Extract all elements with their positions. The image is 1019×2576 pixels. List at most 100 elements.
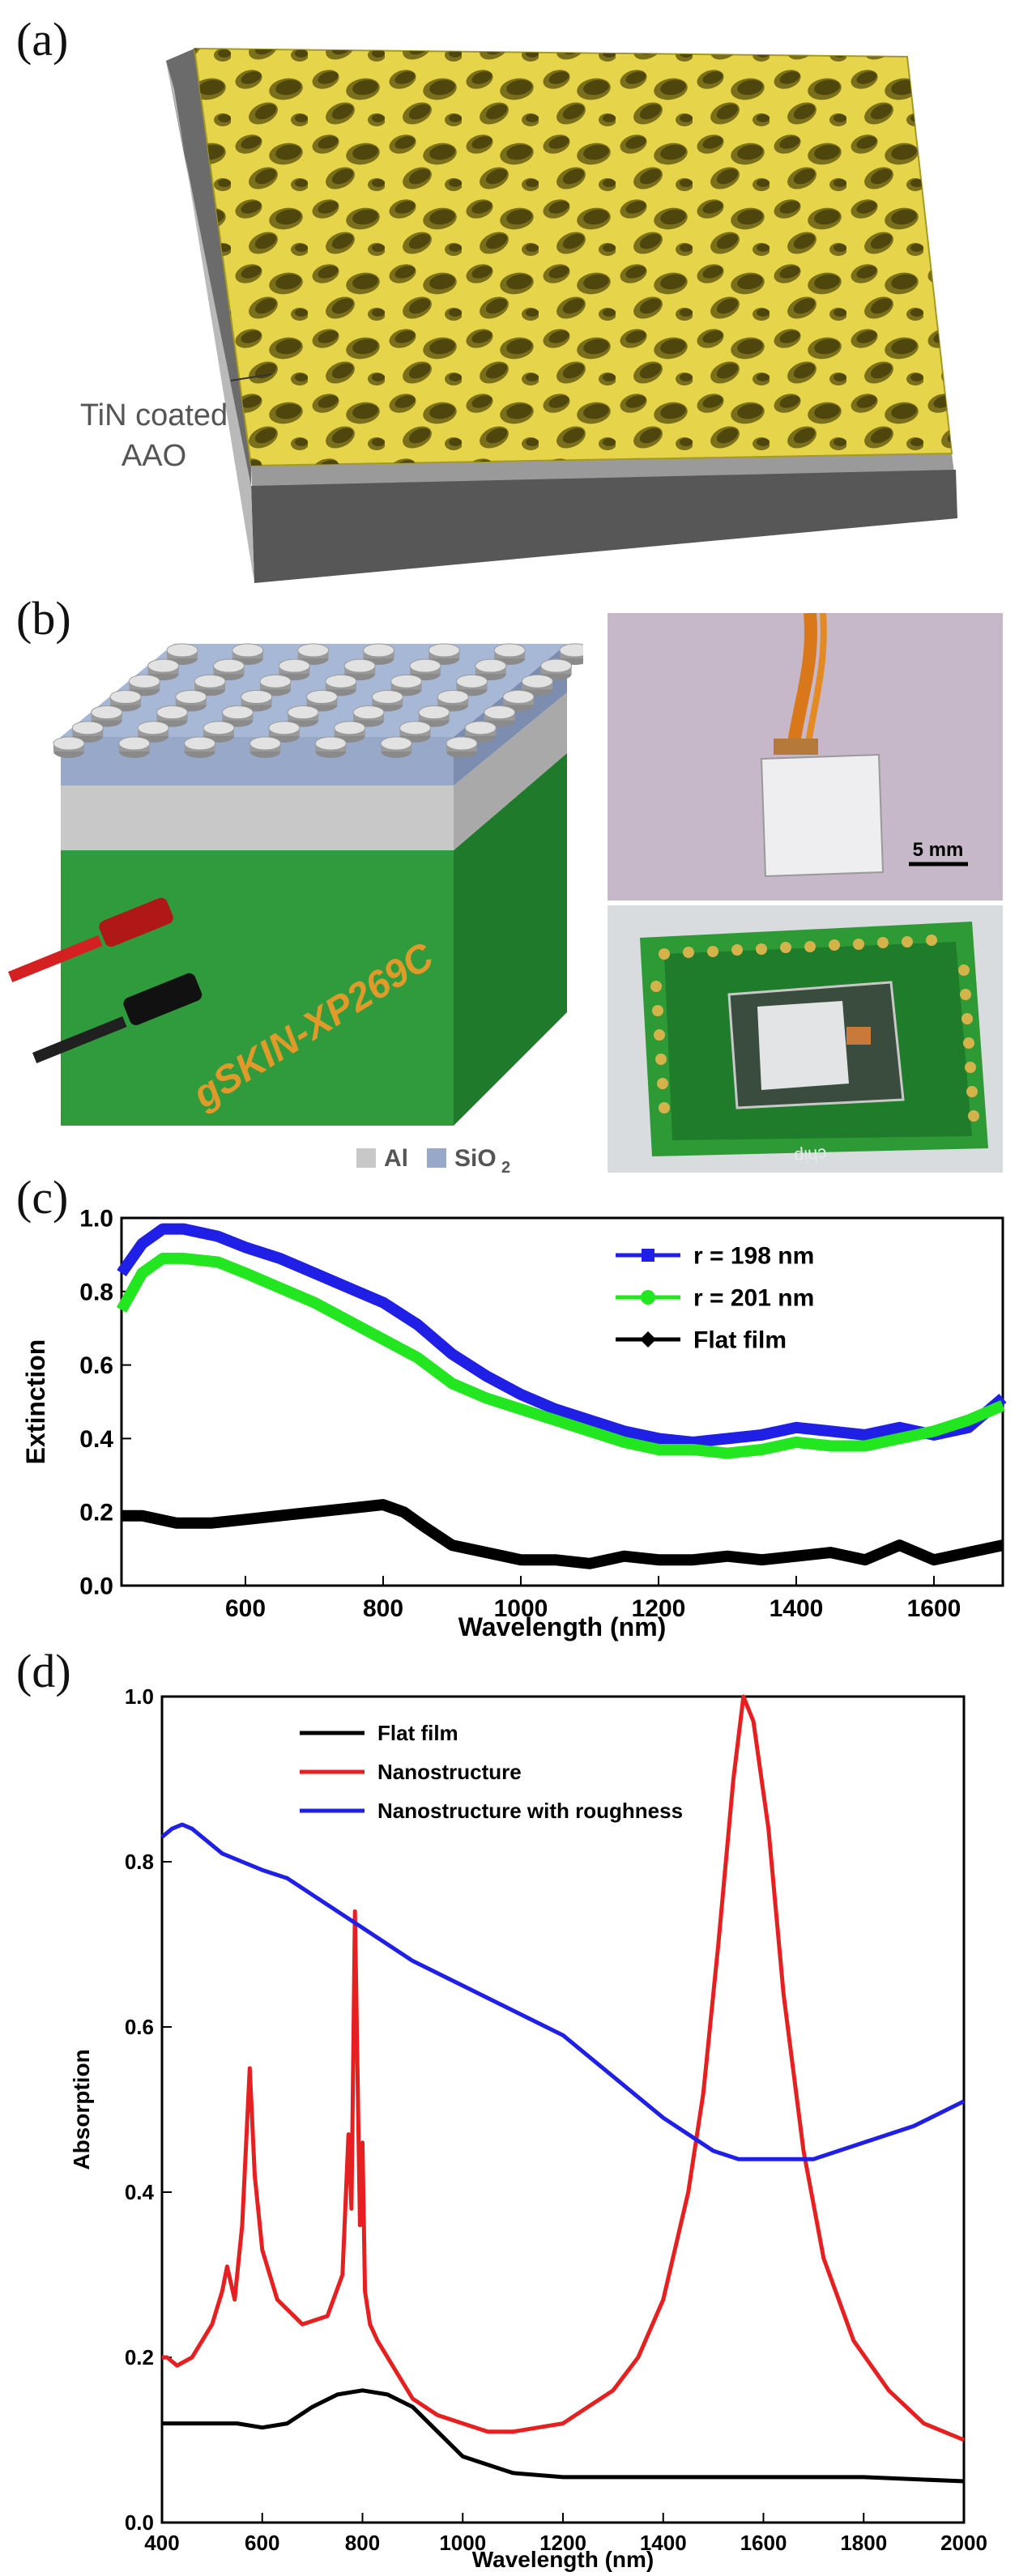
black-probe <box>32 973 203 1063</box>
extinction-chart: 600 800 1000 1200 1400 1600 0.0 0.2 0.4 0.6 0.8 1.0… <box>21 1206 1007 1641</box>
pillar-top <box>352 705 385 720</box>
pillar-top <box>175 690 207 704</box>
x-tick-label: 1800 <box>840 2531 887 2555</box>
legend-group: Flat film Nanostructure Nanostructure with… <box>300 1721 683 1823</box>
pillar-top <box>91 705 123 720</box>
pillar-top <box>437 690 469 704</box>
series-line-0 <box>162 2388 965 2484</box>
legend-label-1: Nanostructure <box>377 1760 522 1784</box>
pillar-top <box>418 705 450 720</box>
x-axis-label: Wavelength (nm) <box>458 1612 667 1641</box>
x-tick-label: 400 <box>144 2531 179 2555</box>
legend-marker <box>642 1249 654 1262</box>
red-probe <box>8 897 173 982</box>
legend-marker <box>641 1290 655 1305</box>
legend-label-2: Nanostructure with roughness <box>377 1799 683 1823</box>
pillar-array <box>53 643 583 758</box>
pillar-top <box>521 674 553 688</box>
x-tick-label: 1600 <box>740 2531 787 2555</box>
pillar-top <box>428 643 460 658</box>
legend-label-0: r = 198 nm <box>693 1243 814 1270</box>
pillar-top <box>118 736 151 751</box>
pillar-top <box>446 736 478 751</box>
y-tick-label: 0.2 <box>125 2345 154 2369</box>
pillar-top <box>334 721 366 735</box>
pillar-top <box>287 705 319 720</box>
series-line-0 <box>117 1223 1007 1448</box>
pillar-top <box>71 721 104 735</box>
pillar-top <box>128 674 160 688</box>
pillar-top <box>390 674 423 688</box>
legend-sio2: SiO <box>454 1145 497 1172</box>
y-tick-label: 0.6 <box>125 2015 154 2039</box>
y-tick-label: 0.2 <box>79 1500 113 1526</box>
pillar-top <box>194 674 226 688</box>
x-axis-label: Wavelength (nm) <box>472 2547 654 2572</box>
series-line-1 <box>116 1252 1005 1459</box>
x-tick-label: 1200 <box>539 2531 586 2555</box>
pillar-top <box>184 736 216 751</box>
pillar-top <box>297 643 330 658</box>
legend-label-0: Flat film <box>377 1721 458 1745</box>
x-tick-label: 1000 <box>494 1595 548 1622</box>
legend-label-1: r = 201 nm <box>693 1285 814 1312</box>
pillar-top <box>325 674 357 688</box>
al-swatch <box>356 1148 376 1168</box>
legend-marker <box>640 1331 656 1348</box>
pillar-top <box>278 658 310 673</box>
series-line-1 <box>162 1694 965 2442</box>
pillar-top <box>380 736 412 751</box>
absorption-chart: 400 600 800 1000 1200 1400 1600 1800 2000 0.0 0.2 0… <box>69 1684 987 2572</box>
pillar-top <box>493 643 526 658</box>
y-tick-label: 0.0 <box>79 1573 113 1600</box>
legend-sio2-sub: 2 <box>501 1159 510 1177</box>
pillar-top <box>363 643 394 658</box>
scale-bar-label: 5 mm <box>913 839 964 861</box>
pillar-top <box>203 721 235 735</box>
series-line-2 <box>160 1822 966 2161</box>
panel-d-letter: (d) <box>16 1645 71 1697</box>
x-tick-label: 800 <box>345 2531 380 2555</box>
pillar-top <box>137 721 169 735</box>
pillar-top <box>232 643 264 658</box>
y-tick-label: 0.0 <box>125 2510 154 2535</box>
ticks-group: 400 600 800 1000 1200 1400 1600 1800 2000 0.0 0.2 0… <box>125 1684 987 2555</box>
chip-text: chip <box>793 1144 827 1167</box>
x-tick-label: 2000 <box>940 2531 987 2555</box>
x-tick-label: 1400 <box>770 1595 824 1622</box>
pillar-top <box>502 690 535 704</box>
pillar-top <box>109 690 142 704</box>
device-schematic: gSKIN-XP269C Al SiO 2 <box>8 643 583 1177</box>
series-group <box>116 1223 1007 1569</box>
x-tick-label: 600 <box>245 2531 279 2555</box>
panel-a-letter: (a) <box>16 13 69 66</box>
y-tick-label: 1.0 <box>125 1684 154 1709</box>
pillar-top <box>249 736 281 751</box>
pillar-top <box>343 658 376 673</box>
pillar-top <box>464 721 497 735</box>
x-tick-label: 1400 <box>640 2531 687 2555</box>
series-group <box>160 1694 966 2484</box>
x-tick-label: 1600 <box>907 1595 961 1622</box>
panel-b-letter: (b) <box>16 592 71 645</box>
sensor-photo: 5 mm <box>608 612 1003 901</box>
pillar-top <box>53 736 85 751</box>
panel-c-letter: (c) <box>16 1171 69 1224</box>
pillar-top <box>241 690 273 704</box>
pillar-top <box>559 643 583 658</box>
pillar-top <box>166 643 198 658</box>
aao-schematic: TiN coated AAO <box>80 47 957 583</box>
x-tick-label: 1000 <box>439 2531 486 2555</box>
y-tick-label: 0.6 <box>79 1352 113 1379</box>
pillar-top <box>147 658 180 673</box>
pillar-top <box>371 690 403 704</box>
pillar-top <box>409 658 441 673</box>
x-tick-label: 600 <box>225 1595 266 1622</box>
y-tick-label: 0.4 <box>125 2180 155 2204</box>
pillar-top <box>221 705 254 720</box>
series-line-2 <box>122 1499 1004 1569</box>
aao-label-line2: AAO <box>122 439 186 473</box>
pillar-top <box>213 658 245 673</box>
pillar-top <box>475 658 507 673</box>
y-tick-label: 0.8 <box>125 1850 154 1874</box>
